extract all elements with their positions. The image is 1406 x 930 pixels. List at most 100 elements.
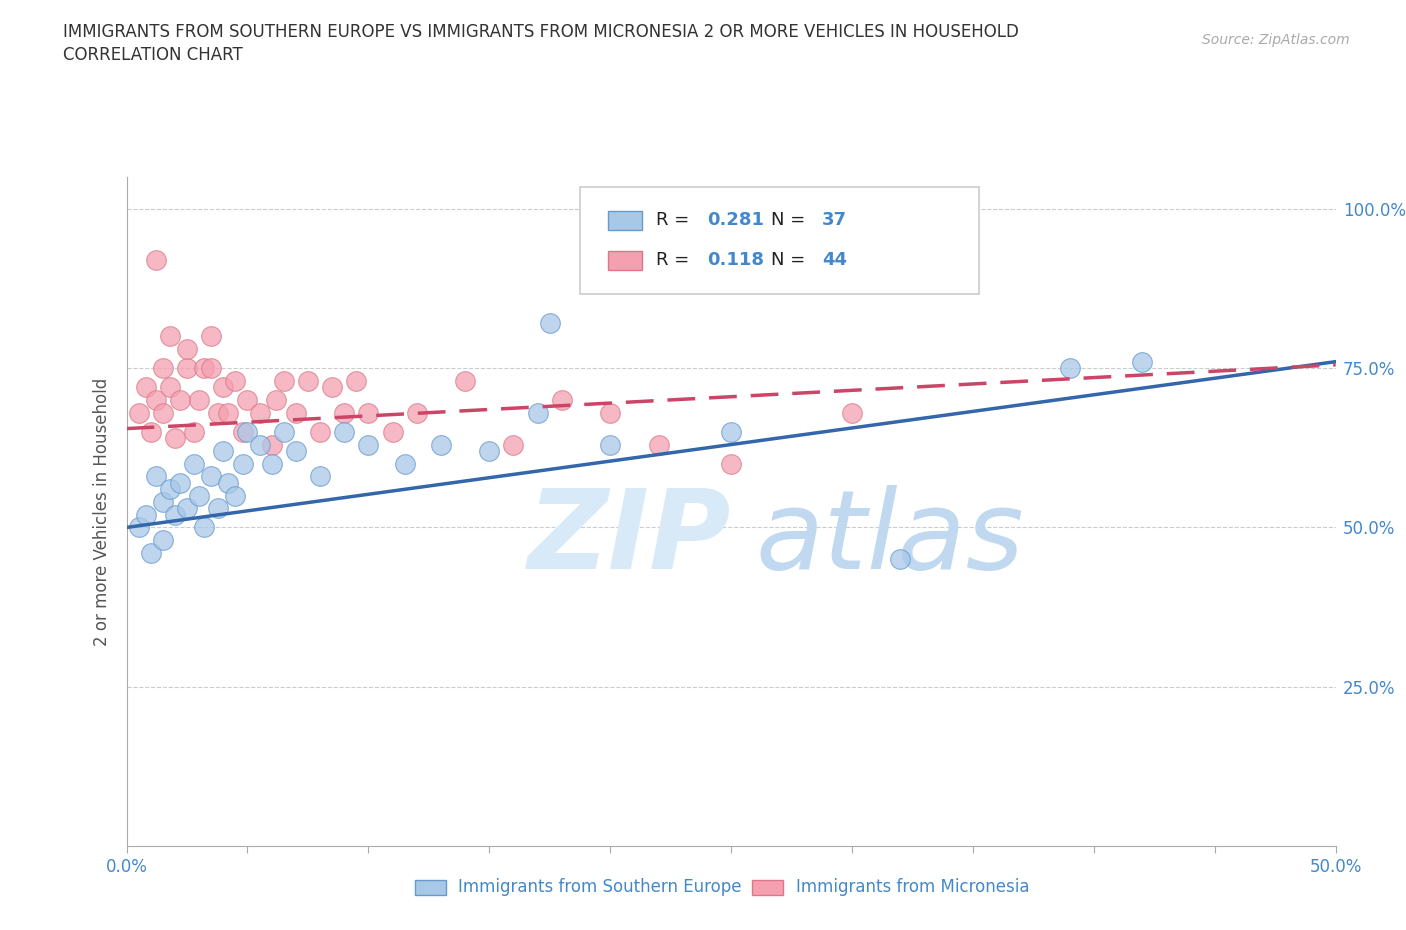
Point bbox=[266, 392, 288, 407]
Point bbox=[284, 444, 307, 458]
Point bbox=[1059, 361, 1081, 376]
Point bbox=[454, 373, 477, 388]
Text: Immigrants from Southern Europe: Immigrants from Southern Europe bbox=[458, 878, 742, 897]
Text: Source: ZipAtlas.com: Source: ZipAtlas.com bbox=[1202, 33, 1350, 46]
Point bbox=[200, 328, 222, 343]
Point bbox=[599, 437, 621, 452]
Point bbox=[217, 405, 239, 420]
Text: R =: R = bbox=[657, 251, 695, 270]
Point bbox=[249, 405, 271, 420]
Point bbox=[139, 546, 162, 561]
Point bbox=[260, 437, 283, 452]
Point bbox=[159, 379, 181, 394]
Point bbox=[260, 457, 283, 472]
Point bbox=[236, 424, 259, 439]
Point bbox=[224, 373, 246, 388]
Point bbox=[152, 405, 174, 420]
Point bbox=[394, 457, 416, 472]
Point bbox=[232, 457, 254, 472]
Point bbox=[163, 507, 186, 522]
Point bbox=[152, 495, 174, 510]
Point bbox=[599, 405, 621, 420]
Point bbox=[1130, 354, 1153, 369]
Y-axis label: 2 or more Vehicles in Household: 2 or more Vehicles in Household bbox=[93, 378, 111, 645]
Point bbox=[232, 424, 254, 439]
Point bbox=[297, 373, 319, 388]
Point bbox=[139, 424, 162, 439]
Point bbox=[889, 551, 911, 566]
Text: atlas: atlas bbox=[755, 485, 1024, 591]
Point bbox=[188, 392, 211, 407]
Point bbox=[478, 444, 501, 458]
Point bbox=[212, 379, 235, 394]
Point bbox=[333, 424, 356, 439]
Text: 37: 37 bbox=[823, 211, 846, 229]
Point bbox=[183, 424, 205, 439]
Point bbox=[159, 328, 181, 343]
Point bbox=[188, 488, 211, 503]
Point bbox=[135, 379, 157, 394]
Point bbox=[273, 424, 295, 439]
Point bbox=[344, 373, 367, 388]
Point bbox=[720, 424, 742, 439]
Point bbox=[128, 520, 150, 535]
Point bbox=[357, 437, 380, 452]
Point bbox=[321, 379, 343, 394]
Point bbox=[135, 507, 157, 522]
Point bbox=[176, 501, 198, 516]
Point bbox=[128, 405, 150, 420]
Point bbox=[193, 361, 215, 376]
Point bbox=[217, 475, 239, 490]
Point bbox=[169, 392, 191, 407]
Point bbox=[145, 392, 167, 407]
Text: Immigrants from Micronesia: Immigrants from Micronesia bbox=[796, 878, 1029, 897]
Text: N =: N = bbox=[770, 251, 811, 270]
Text: R =: R = bbox=[657, 211, 695, 229]
Point bbox=[224, 488, 246, 503]
Point bbox=[176, 361, 198, 376]
Point bbox=[526, 405, 548, 420]
Point bbox=[430, 437, 453, 452]
Point bbox=[183, 457, 205, 472]
FancyBboxPatch shape bbox=[607, 211, 641, 230]
Point bbox=[284, 405, 307, 420]
Text: 44: 44 bbox=[823, 251, 846, 270]
Text: 0.281: 0.281 bbox=[707, 211, 763, 229]
Point bbox=[357, 405, 380, 420]
Text: N =: N = bbox=[770, 211, 811, 229]
Point bbox=[176, 341, 198, 356]
Point bbox=[212, 444, 235, 458]
Point bbox=[193, 520, 215, 535]
Point bbox=[720, 457, 742, 472]
Point bbox=[647, 437, 669, 452]
Point bbox=[309, 469, 332, 484]
Point bbox=[309, 424, 332, 439]
Point bbox=[841, 405, 863, 420]
Text: IMMIGRANTS FROM SOUTHERN EUROPE VS IMMIGRANTS FROM MICRONESIA 2 OR MORE VEHICLES: IMMIGRANTS FROM SOUTHERN EUROPE VS IMMIG… bbox=[63, 23, 1019, 41]
Point bbox=[405, 405, 427, 420]
FancyBboxPatch shape bbox=[581, 187, 979, 294]
Point bbox=[551, 392, 574, 407]
Point bbox=[333, 405, 356, 420]
Point bbox=[273, 373, 295, 388]
Point bbox=[200, 361, 222, 376]
Point bbox=[163, 431, 186, 445]
Point bbox=[152, 533, 174, 548]
Point bbox=[207, 501, 229, 516]
Point bbox=[381, 424, 404, 439]
Text: 0.118: 0.118 bbox=[707, 251, 763, 270]
FancyBboxPatch shape bbox=[607, 251, 641, 270]
Point bbox=[207, 405, 229, 420]
Point bbox=[200, 469, 222, 484]
Text: ZIP: ZIP bbox=[527, 485, 731, 591]
Point bbox=[159, 482, 181, 497]
Point bbox=[236, 392, 259, 407]
Point bbox=[169, 475, 191, 490]
Point bbox=[249, 437, 271, 452]
Point bbox=[145, 469, 167, 484]
Text: CORRELATION CHART: CORRELATION CHART bbox=[63, 46, 243, 64]
Point bbox=[538, 316, 561, 331]
Point bbox=[145, 252, 167, 267]
Point bbox=[502, 437, 524, 452]
Point bbox=[152, 361, 174, 376]
